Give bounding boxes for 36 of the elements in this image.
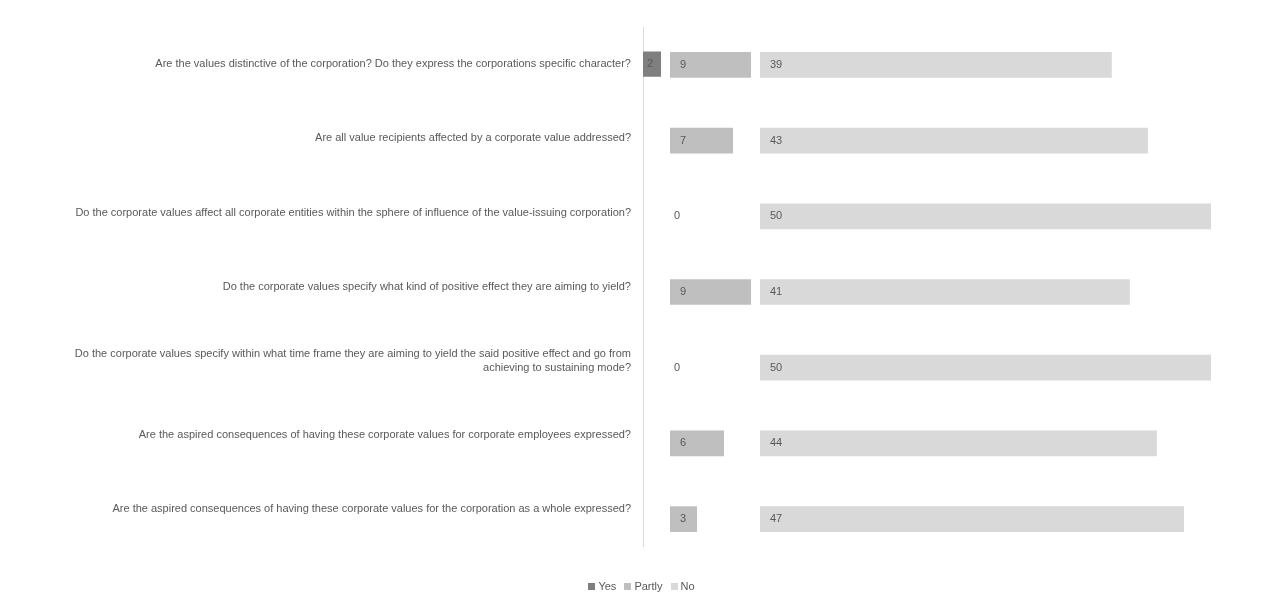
bar	[670, 127, 734, 154]
bar	[760, 51, 1113, 78]
data-label: 7	[680, 133, 687, 146]
data-label: 9	[680, 285, 687, 298]
data-label: 9	[680, 57, 687, 70]
y-tick-label: Do the corporate values specify what kind of positive effect they are aiming to yield?	[222, 279, 631, 292]
data-label: 0	[674, 209, 681, 222]
bar	[670, 430, 725, 457]
data-label: 6	[680, 436, 687, 449]
data-label: 50	[770, 360, 783, 373]
y-tick-label: Are the values distinctive of the corporation? Do they express the corporations specific character?	[155, 57, 631, 70]
y-tick-label: Are all value recipients affected by a corporate value addressed?	[315, 131, 631, 144]
legend-label: Yes	[598, 580, 617, 592]
bar	[760, 430, 1158, 457]
data-label: 39	[770, 57, 783, 70]
y-tick-label: Do the corporate values specify within what time frame they are aiming to yield the said positive effect and go from achieving to sustaining mode?	[74, 347, 631, 373]
y-tick-label: Are the aspired consequences of having these corporate values for corporate employees expressed?	[138, 428, 631, 441]
y-tick-label: Are the aspired consequences of having these corporate values for the corporation as a whole expressed?	[112, 502, 631, 515]
bar	[760, 279, 1131, 305]
legend-label: Partly	[634, 580, 663, 592]
bar	[670, 51, 752, 78]
bar	[670, 506, 698, 533]
data-label: 0	[674, 360, 681, 373]
bar	[760, 354, 1212, 381]
data-label: 44	[770, 436, 783, 449]
bar	[760, 127, 1149, 154]
bar	[670, 279, 752, 305]
bar	[760, 506, 1185, 533]
data-label: 41	[770, 285, 783, 298]
data-label: 50	[770, 209, 783, 222]
data-label: 3	[680, 512, 687, 525]
bar	[760, 203, 1212, 230]
legend-label: No	[680, 580, 695, 592]
data-label: 43	[770, 133, 783, 146]
data-label: 47	[770, 512, 783, 525]
y-tick-label: Do the corporate values affect all corporate entities within the sphere of influence of the value-issuing corporation?	[75, 205, 631, 218]
